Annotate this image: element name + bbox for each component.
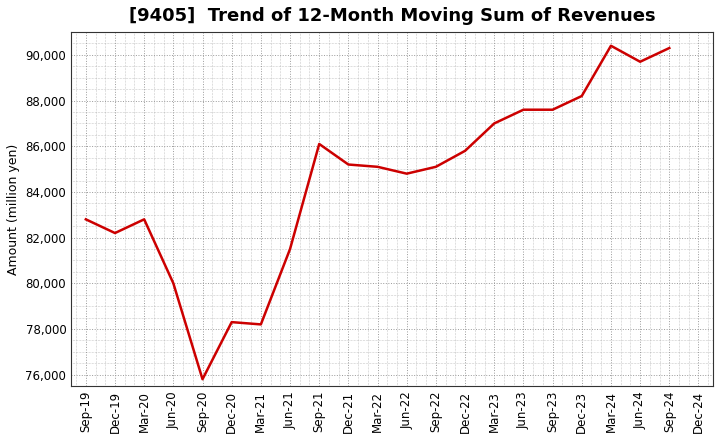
Title: [9405]  Trend of 12-Month Moving Sum of Revenues: [9405] Trend of 12-Month Moving Sum of R… bbox=[129, 7, 655, 25]
Y-axis label: Amount (million yen): Amount (million yen) bbox=[7, 143, 20, 275]
